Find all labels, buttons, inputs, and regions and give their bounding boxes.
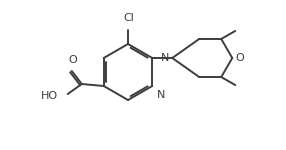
Text: Cl: Cl (124, 13, 134, 23)
Text: O: O (235, 53, 244, 63)
Text: N: N (161, 53, 169, 63)
Text: O: O (68, 55, 77, 65)
Text: N: N (157, 90, 166, 100)
Text: HO: HO (41, 91, 58, 101)
